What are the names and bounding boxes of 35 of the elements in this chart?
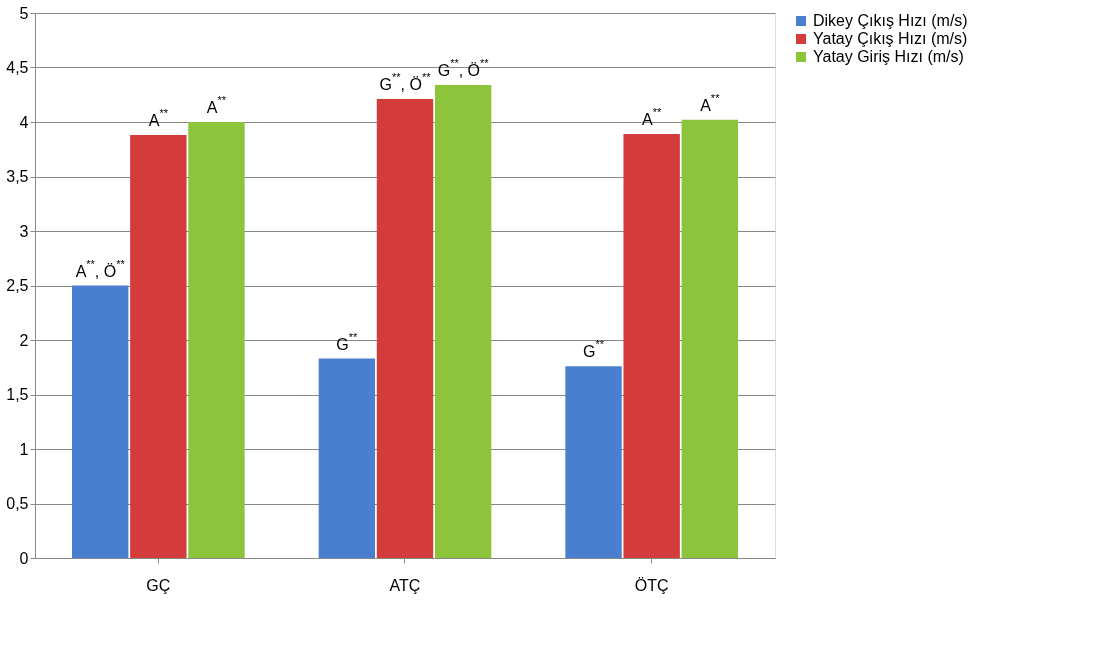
y-tick-label: 2 — [19, 331, 29, 349]
bar — [623, 133, 680, 558]
x-tick-label: ATÇ — [389, 576, 421, 594]
annotation: G**, Ö** — [437, 56, 490, 79]
y-tick-label: 0,5 — [6, 495, 29, 512]
y-tick-label: 5 — [19, 4, 29, 22]
y-tick-label: 2,5 — [6, 277, 29, 294]
annotation: G** — [336, 330, 359, 353]
y-tick-label: 0 — [19, 549, 29, 567]
annotation: G** — [583, 338, 605, 361]
legend-label: Yatay Çıkış Hızı (m/s) — [813, 30, 968, 47]
bar — [130, 135, 187, 558]
y-tick-label: 1 — [19, 440, 29, 458]
annotation: A** — [642, 105, 662, 128]
bar — [72, 285, 129, 558]
x-tick-label: GÇ — [146, 576, 171, 594]
y-tick-label: 3 — [19, 222, 29, 240]
bar — [434, 84, 492, 558]
y-tick-label: 3,5 — [6, 168, 29, 185]
x-tick-label: ÖTÇ — [634, 576, 669, 594]
bar — [188, 122, 245, 558]
bar — [565, 366, 622, 558]
legend-label: Yatay Giriş Hızı (m/s) — [813, 48, 964, 65]
y-tick-label: 4,5 — [6, 59, 29, 76]
bar — [318, 358, 376, 558]
annotation: A** — [700, 91, 721, 114]
annotation: A** — [148, 107, 169, 130]
annotation: A** — [206, 94, 227, 116]
y-tick-label: 1,5 — [6, 386, 29, 403]
y-tick-label: 4 — [19, 113, 29, 131]
bar — [376, 99, 434, 558]
legend-label: Dikey Çıkış Hızı (m/s) — [813, 12, 968, 29]
bar — [681, 119, 738, 558]
annotation: A**, Ö** — [75, 257, 126, 280]
annotation: G**, Ö** — [379, 71, 432, 94]
